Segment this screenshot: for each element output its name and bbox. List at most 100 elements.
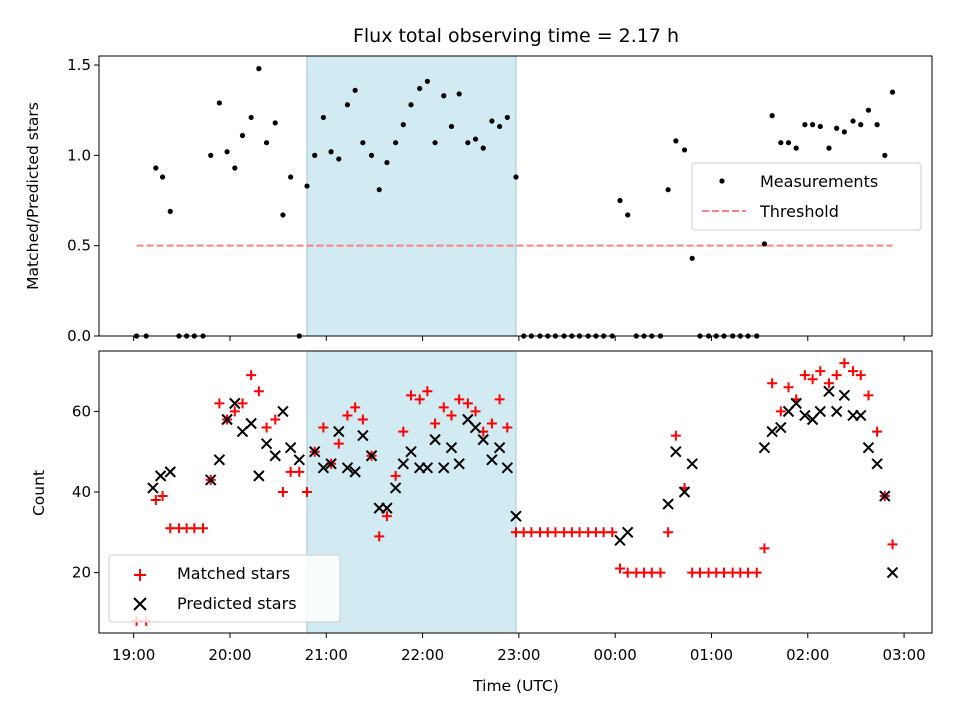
top-shaded-span [306,55,517,337]
predicted-star-marker [269,450,281,462]
predicted-star-marker [253,470,265,482]
predicted-star-marker [662,498,674,510]
matched-star-marker [848,366,859,377]
measurement-point [360,140,366,146]
x-tick-label: 23:00 [497,646,540,664]
measurement-point [826,145,832,151]
y-tick-label: 0.5 [67,237,91,255]
measurement-point [882,152,888,158]
predicted-star-marker [493,441,506,454]
matched-star-marker [270,414,281,425]
measurement-point [320,114,326,121]
measurement-point [432,140,438,146]
matched-star-marker [422,386,433,397]
measurement-point [312,152,318,158]
measurement-point [344,102,351,108]
matched-star-marker [815,366,826,377]
measurement-point [625,212,631,218]
matched-star-marker [839,358,850,369]
legend-label-measurements: Measurements [760,172,878,191]
measurement-point [689,255,695,261]
bottom-legend-box [108,554,341,623]
matched-star-marker [261,422,272,433]
matched-star-marker [229,406,240,417]
predicted-star-marker [221,413,233,426]
measurement-point [841,129,847,135]
top-axes-frame [98,55,933,337]
predicted-star-marker [317,462,330,474]
predicted-star-marker [429,433,441,446]
predicted-star-marker [389,482,402,494]
predicted-star-marker [823,385,835,397]
x-tick-label: 19:00 [112,646,155,664]
predicted-star-marker [349,466,361,478]
matched-star-marker [237,398,248,409]
matched-star-marker [357,414,368,425]
x-tick-label: 20:00 [208,646,251,664]
predicted-star-marker [205,474,217,486]
measurement-point [328,149,334,155]
matched-star-marker [374,531,385,542]
measurement-point [834,125,840,131]
measurement-point [232,165,238,171]
matched-star-marker [189,523,200,534]
matched-star-marker [574,527,585,538]
matched-star-marker [694,567,705,578]
measurement-point [817,123,823,130]
legend-marker-matched [134,569,146,581]
matched-star-marker [872,426,883,437]
matched-star-marker [486,418,497,429]
matched-star-marker [718,567,729,578]
predicted-star-marker [421,462,434,474]
matched-star-marker [502,422,513,433]
measurement-point [874,122,880,128]
matched-star-marker [598,527,609,538]
predicted-star-marker [229,397,241,410]
matched-star-marker [855,370,866,381]
matched-star-marker [198,523,209,534]
top-legend-box [691,162,922,231]
legend-label-threshold: Threshold [759,202,839,221]
predicted-star-marker [486,454,498,466]
measurement-point [802,122,808,128]
measurement-point [280,212,286,218]
matched-star-marker [526,527,537,538]
measurement-point [681,147,688,153]
y-tick-label: 0.0 [67,327,91,345]
matched-star-marker [246,370,257,381]
measurement-point [352,87,358,93]
matched-star-marker [390,470,401,481]
measurement-point [393,140,399,146]
top-legend: Measurements Threshold [691,162,922,231]
measurement-point [239,132,246,139]
matched-star-marker [454,394,465,405]
x-tick-label: 01:00 [690,646,733,664]
predicted-star-marker [879,490,891,502]
measurement-point [263,140,270,146]
predicted-star-marker [838,389,851,402]
predicted-star-marker [357,429,369,442]
predicted-star-marker [469,421,482,434]
matched-star-marker [823,378,834,389]
predicted-star-marker [164,466,176,478]
predicted-star-marker [245,417,257,430]
y-tick-label: 40 [72,483,91,501]
predicted-star-marker [309,446,321,458]
bottom-legend: Matched stars Predicted stars [108,554,341,623]
top-y-ticks: 0.0 0.5 1.0 1.5 [67,56,99,345]
y-tick-label: 1.0 [67,146,91,164]
predicted-star-marker [325,458,337,470]
matched-star-marker [165,523,176,534]
y-tick-label: 60 [72,402,91,420]
matched-star-marker [414,394,425,405]
matched-star-marker [607,527,618,538]
measurement-point [793,145,799,151]
measurement-point [167,208,173,214]
predicted-star-marker [381,502,393,514]
matched-star-marker [253,386,264,397]
predicted-star-marker [213,454,226,466]
matched-star-marker [462,398,473,409]
matched-star-marker [406,390,417,401]
measurement-point [673,138,679,144]
